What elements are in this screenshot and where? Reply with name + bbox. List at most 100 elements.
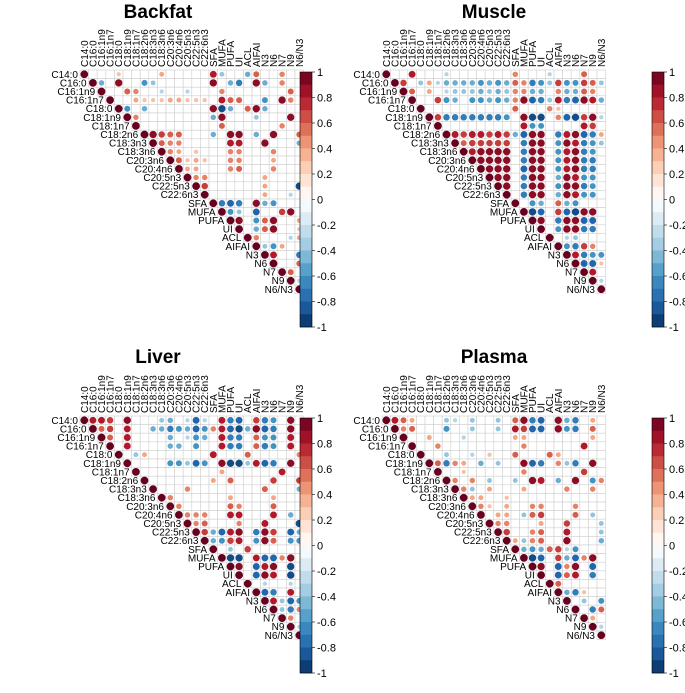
grid-cell <box>277 190 287 200</box>
diagonal-circle <box>571 605 580 614</box>
correlation-circle <box>227 537 234 544</box>
correlation-circle <box>236 165 243 172</box>
grid-cell <box>131 424 141 434</box>
correlation-circle <box>236 97 243 104</box>
column-tick-label: C18:1n7 <box>433 375 444 413</box>
grid-cell <box>243 415 253 425</box>
grid-cell <box>553 69 563 79</box>
grid-cell <box>416 432 426 443</box>
correlation-circle <box>580 157 588 164</box>
correlation-circle <box>287 425 295 433</box>
correlation-circle <box>477 148 485 156</box>
correlation-circle <box>563 182 571 190</box>
diagonal-circle <box>123 459 132 468</box>
grid-cell <box>114 415 124 425</box>
grid-cell <box>286 518 296 529</box>
grid-cell <box>579 198 589 208</box>
correlation-circle <box>528 208 537 216</box>
correlation-circle <box>184 426 191 432</box>
grid-cell <box>502 415 512 425</box>
grid-cell <box>579 104 589 114</box>
grid-cell <box>174 121 184 131</box>
column-tick-label: C22:6n3 <box>502 29 513 67</box>
correlation-circle <box>261 425 269 433</box>
grid-cell <box>579 458 589 468</box>
grid-cell <box>510 138 520 148</box>
correlation-circle <box>141 79 148 86</box>
correlation-circle <box>512 71 519 78</box>
panel-plasma: PlasmaC14:0C16:0C16:1n9C16:1n7C18:0C18:1… <box>353 347 685 680</box>
correlation-circle <box>589 191 596 198</box>
grid-cell <box>286 147 296 157</box>
colorbar-tick-label: -0.6 <box>669 271 685 283</box>
column-tick-label: C18:1n9 <box>123 375 134 413</box>
grid-cell <box>225 484 236 494</box>
correlation-circle <box>580 122 588 130</box>
correlation-circle <box>528 182 537 190</box>
column-tick-label: C18:1n7 <box>433 29 444 67</box>
column-tick-label: C22:5n3 <box>494 29 505 67</box>
correlation-circle <box>555 200 562 207</box>
grid-cell <box>579 510 589 520</box>
row-tick-label: C20:4n6 <box>437 164 475 175</box>
column-tick-label: C14:0 <box>382 386 393 413</box>
correlation-circle <box>244 546 251 553</box>
grid-cell <box>277 579 287 589</box>
colorbar-segment <box>652 558 664 572</box>
column-tick-label: C16:0 <box>88 40 99 67</box>
row-tick-label: SFA <box>490 545 509 556</box>
correlation-circle <box>236 209 242 215</box>
colorbar-segment <box>652 148 664 162</box>
correlation-circle <box>287 113 295 121</box>
correlation-circle <box>279 80 285 86</box>
correlation-circle <box>495 520 501 527</box>
correlation-circle <box>269 562 278 571</box>
diagonal-circle <box>218 554 226 562</box>
correlation-circle <box>184 512 191 518</box>
grid-cell <box>286 215 296 226</box>
diagonal-circle <box>545 233 554 242</box>
correlation-circle <box>252 105 260 113</box>
colorbar-tick-label: 0.4 <box>317 490 332 502</box>
grid-cell <box>165 121 175 131</box>
correlation-circle <box>521 80 527 86</box>
row-tick-label: C18:1n9 <box>83 459 121 470</box>
correlation-circle <box>228 546 233 552</box>
correlation-circle <box>235 554 243 562</box>
row-tick-label: C20:5n3 <box>143 173 181 184</box>
correlation-circle <box>494 156 502 164</box>
grid-cell <box>148 121 158 131</box>
correlation-circle <box>253 114 259 120</box>
correlation-circle <box>555 460 562 467</box>
grid-cell <box>424 441 434 451</box>
correlation-circle <box>270 537 277 544</box>
diagonal-circle <box>235 571 243 579</box>
column-tick-label: C18:2n6 <box>140 375 151 413</box>
correlation-circle <box>477 131 485 138</box>
correlation-circle <box>235 425 243 433</box>
correlation-circle <box>218 105 226 113</box>
correlation-circle <box>269 216 278 225</box>
grid-cell <box>450 121 460 131</box>
correlation-circle <box>226 459 235 467</box>
correlation-circle <box>426 89 432 94</box>
correlation-circle <box>581 88 588 95</box>
correlation-circle <box>589 606 596 613</box>
grid-cell <box>277 484 287 494</box>
grid-cell <box>484 432 495 443</box>
grid-cell <box>596 164 606 174</box>
colorbar-tick-label: -0.2 <box>669 566 685 578</box>
grid-cell <box>217 155 227 165</box>
row-tick-label: N6/N3 <box>567 285 596 296</box>
correlation-circle <box>460 486 467 492</box>
column-tick-label: C22:6n3 <box>200 29 211 67</box>
row-tick-label: N6 <box>556 259 569 270</box>
correlation-circle <box>528 139 537 147</box>
correlation-circle <box>279 243 285 249</box>
correlation-circle <box>443 97 450 104</box>
grid-cell <box>251 172 261 183</box>
correlation-circle <box>270 425 277 433</box>
grid-cell <box>148 104 158 114</box>
correlation-circle <box>116 72 121 77</box>
grid-cell <box>225 450 236 460</box>
